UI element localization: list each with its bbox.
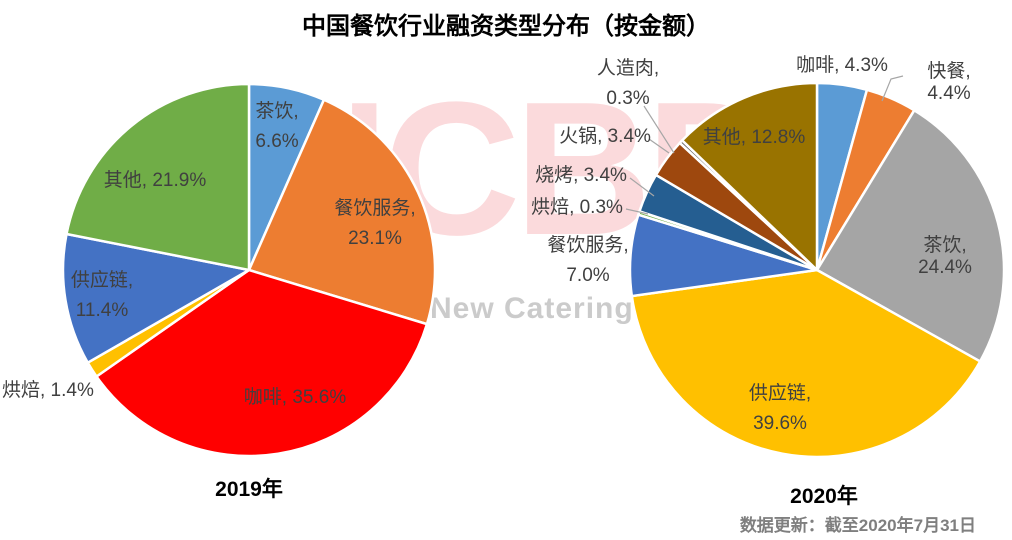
- pie-2019年: [61, 82, 437, 458]
- pie-slice-咖啡: [95, 268, 429, 458]
- pie-slice-其他: [65, 82, 251, 272]
- pie-slice-供应链: [630, 268, 982, 459]
- pie-2020年: [628, 81, 1006, 459]
- pie-slice-餐饮服务: [247, 98, 437, 326]
- leader-line: [643, 105, 675, 154]
- leader-line: [648, 138, 670, 154]
- leader-line: [625, 208, 649, 215]
- pie-2019-title: 2019年: [215, 478, 283, 501]
- pie-2020-title: 2020年: [790, 485, 858, 508]
- chart-title: 中国餐饮行业融资类型分布（按金额）: [302, 13, 710, 40]
- pie-slice-其他: [680, 81, 819, 272]
- data-update-note: 数据更新：截至2020年7月31日: [739, 516, 976, 535]
- pie-slice-茶饮: [815, 109, 1006, 363]
- leader-line: [881, 75, 904, 102]
- leader-line: [629, 177, 655, 197]
- watermark-subtext: New Catering B: [430, 292, 666, 325]
- pie-slice-供应链: [61, 232, 251, 364]
